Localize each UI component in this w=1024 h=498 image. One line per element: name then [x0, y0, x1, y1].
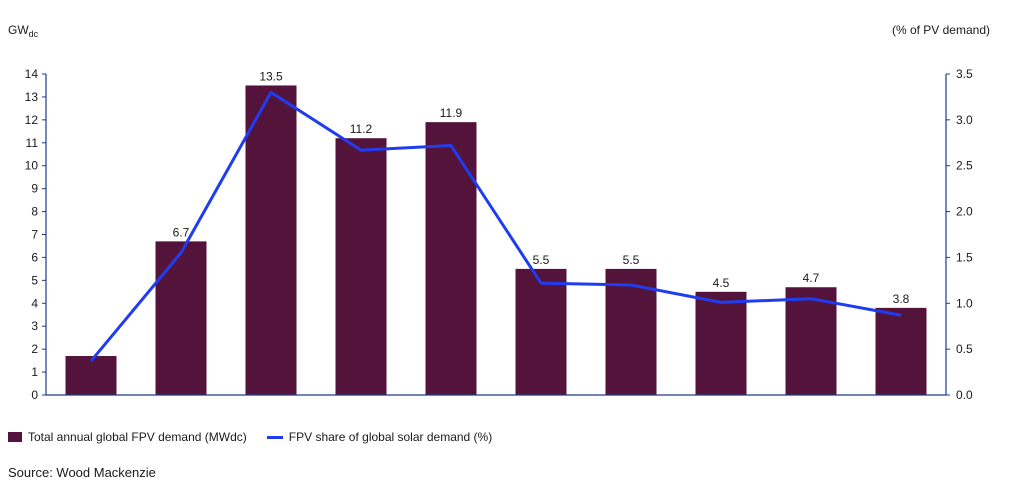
right-tick-label: 3.5	[956, 67, 973, 81]
source-note: Source: Wood Mackenzie	[8, 465, 156, 480]
bar-value-label: 6.7	[173, 225, 190, 239]
line-series	[89, 90, 902, 363]
bar-series	[65, 85, 927, 396]
legend-line-swatch	[266, 435, 283, 439]
left-tick-label: 13	[25, 90, 39, 104]
bar-value-label: 11.2	[350, 122, 373, 136]
right-tick-label: 2.5	[956, 159, 973, 173]
left-tick-label: 6	[31, 250, 38, 264]
bar	[605, 268, 657, 395]
bar	[155, 241, 207, 395]
legend-bar-swatch	[8, 432, 22, 442]
legend-item-line: FPV share of global solar demand (%)	[266, 430, 493, 444]
right-tick-label: 3.0	[956, 113, 973, 127]
bar-value-label: 3.8	[893, 292, 910, 306]
right-tick-label: 0.5	[956, 342, 973, 356]
bar-data-labels: 6.7 13.5 11.2 11.9 5.5 5.5 4.5 4.7 3.8	[173, 69, 910, 305]
left-tick-label: 1	[31, 365, 38, 379]
left-tick-label: 10	[25, 159, 39, 173]
legend: Total annual global FPV demand (MWdc) FP…	[8, 430, 512, 444]
left-tick-label: 0	[31, 388, 38, 402]
left-tick-label: 12	[25, 113, 39, 127]
left-axis-unit: GWdc	[8, 23, 39, 39]
left-tick-label: 9	[31, 182, 38, 196]
bar-value-label: 5.5	[533, 253, 550, 267]
left-tick-label: 2	[31, 342, 38, 356]
bar	[335, 138, 387, 395]
left-tick-label: 4	[31, 296, 38, 310]
chart-canvas: 6.713.511.211.95.5 5.54.5 4.73.8 012345678…	[8, 23, 990, 402]
bar-value-label: 4.5	[713, 276, 730, 290]
legend-bar-label: Total annual global FPV demand (MWdc)	[28, 430, 247, 444]
bar-value-label: 4.7	[803, 271, 820, 285]
right-tick-label: 0.0	[956, 388, 973, 402]
bar	[65, 356, 117, 395]
bar	[695, 291, 747, 395]
bar-value-label: 5.5	[623, 253, 640, 267]
left-tick-label: 11	[26, 136, 39, 150]
legend-line-label: FPV share of global solar demand (%)	[288, 430, 493, 444]
left-tick-label: 14	[25, 67, 39, 81]
right-axis-unit: (% of PV demand)	[892, 23, 990, 37]
bar	[785, 287, 837, 395]
bar	[515, 268, 567, 395]
right-tick-label: 1.0	[956, 296, 973, 310]
right-tick-label: 2.0	[956, 205, 973, 219]
left-tick-label: 8	[31, 205, 38, 219]
left-tick-label: 3	[31, 319, 38, 333]
right-tick-label: 1.5	[956, 250, 973, 264]
left-tick-label: 7	[31, 228, 38, 242]
bar	[425, 122, 477, 396]
legend-item-bars: Total annual global FPV demand (MWdc)	[8, 430, 247, 444]
bar	[875, 307, 927, 395]
bar	[245, 85, 297, 395]
bar-value-label: 11.9	[440, 106, 463, 120]
share-line	[89, 90, 902, 363]
right-axis: 0.0 0.5 1.0 1.5 2.0 2.5 3.0 3.5	[945, 67, 973, 402]
bar-value-label: 13.5	[259, 69, 283, 83]
left-tick-label: 5	[31, 273, 38, 287]
